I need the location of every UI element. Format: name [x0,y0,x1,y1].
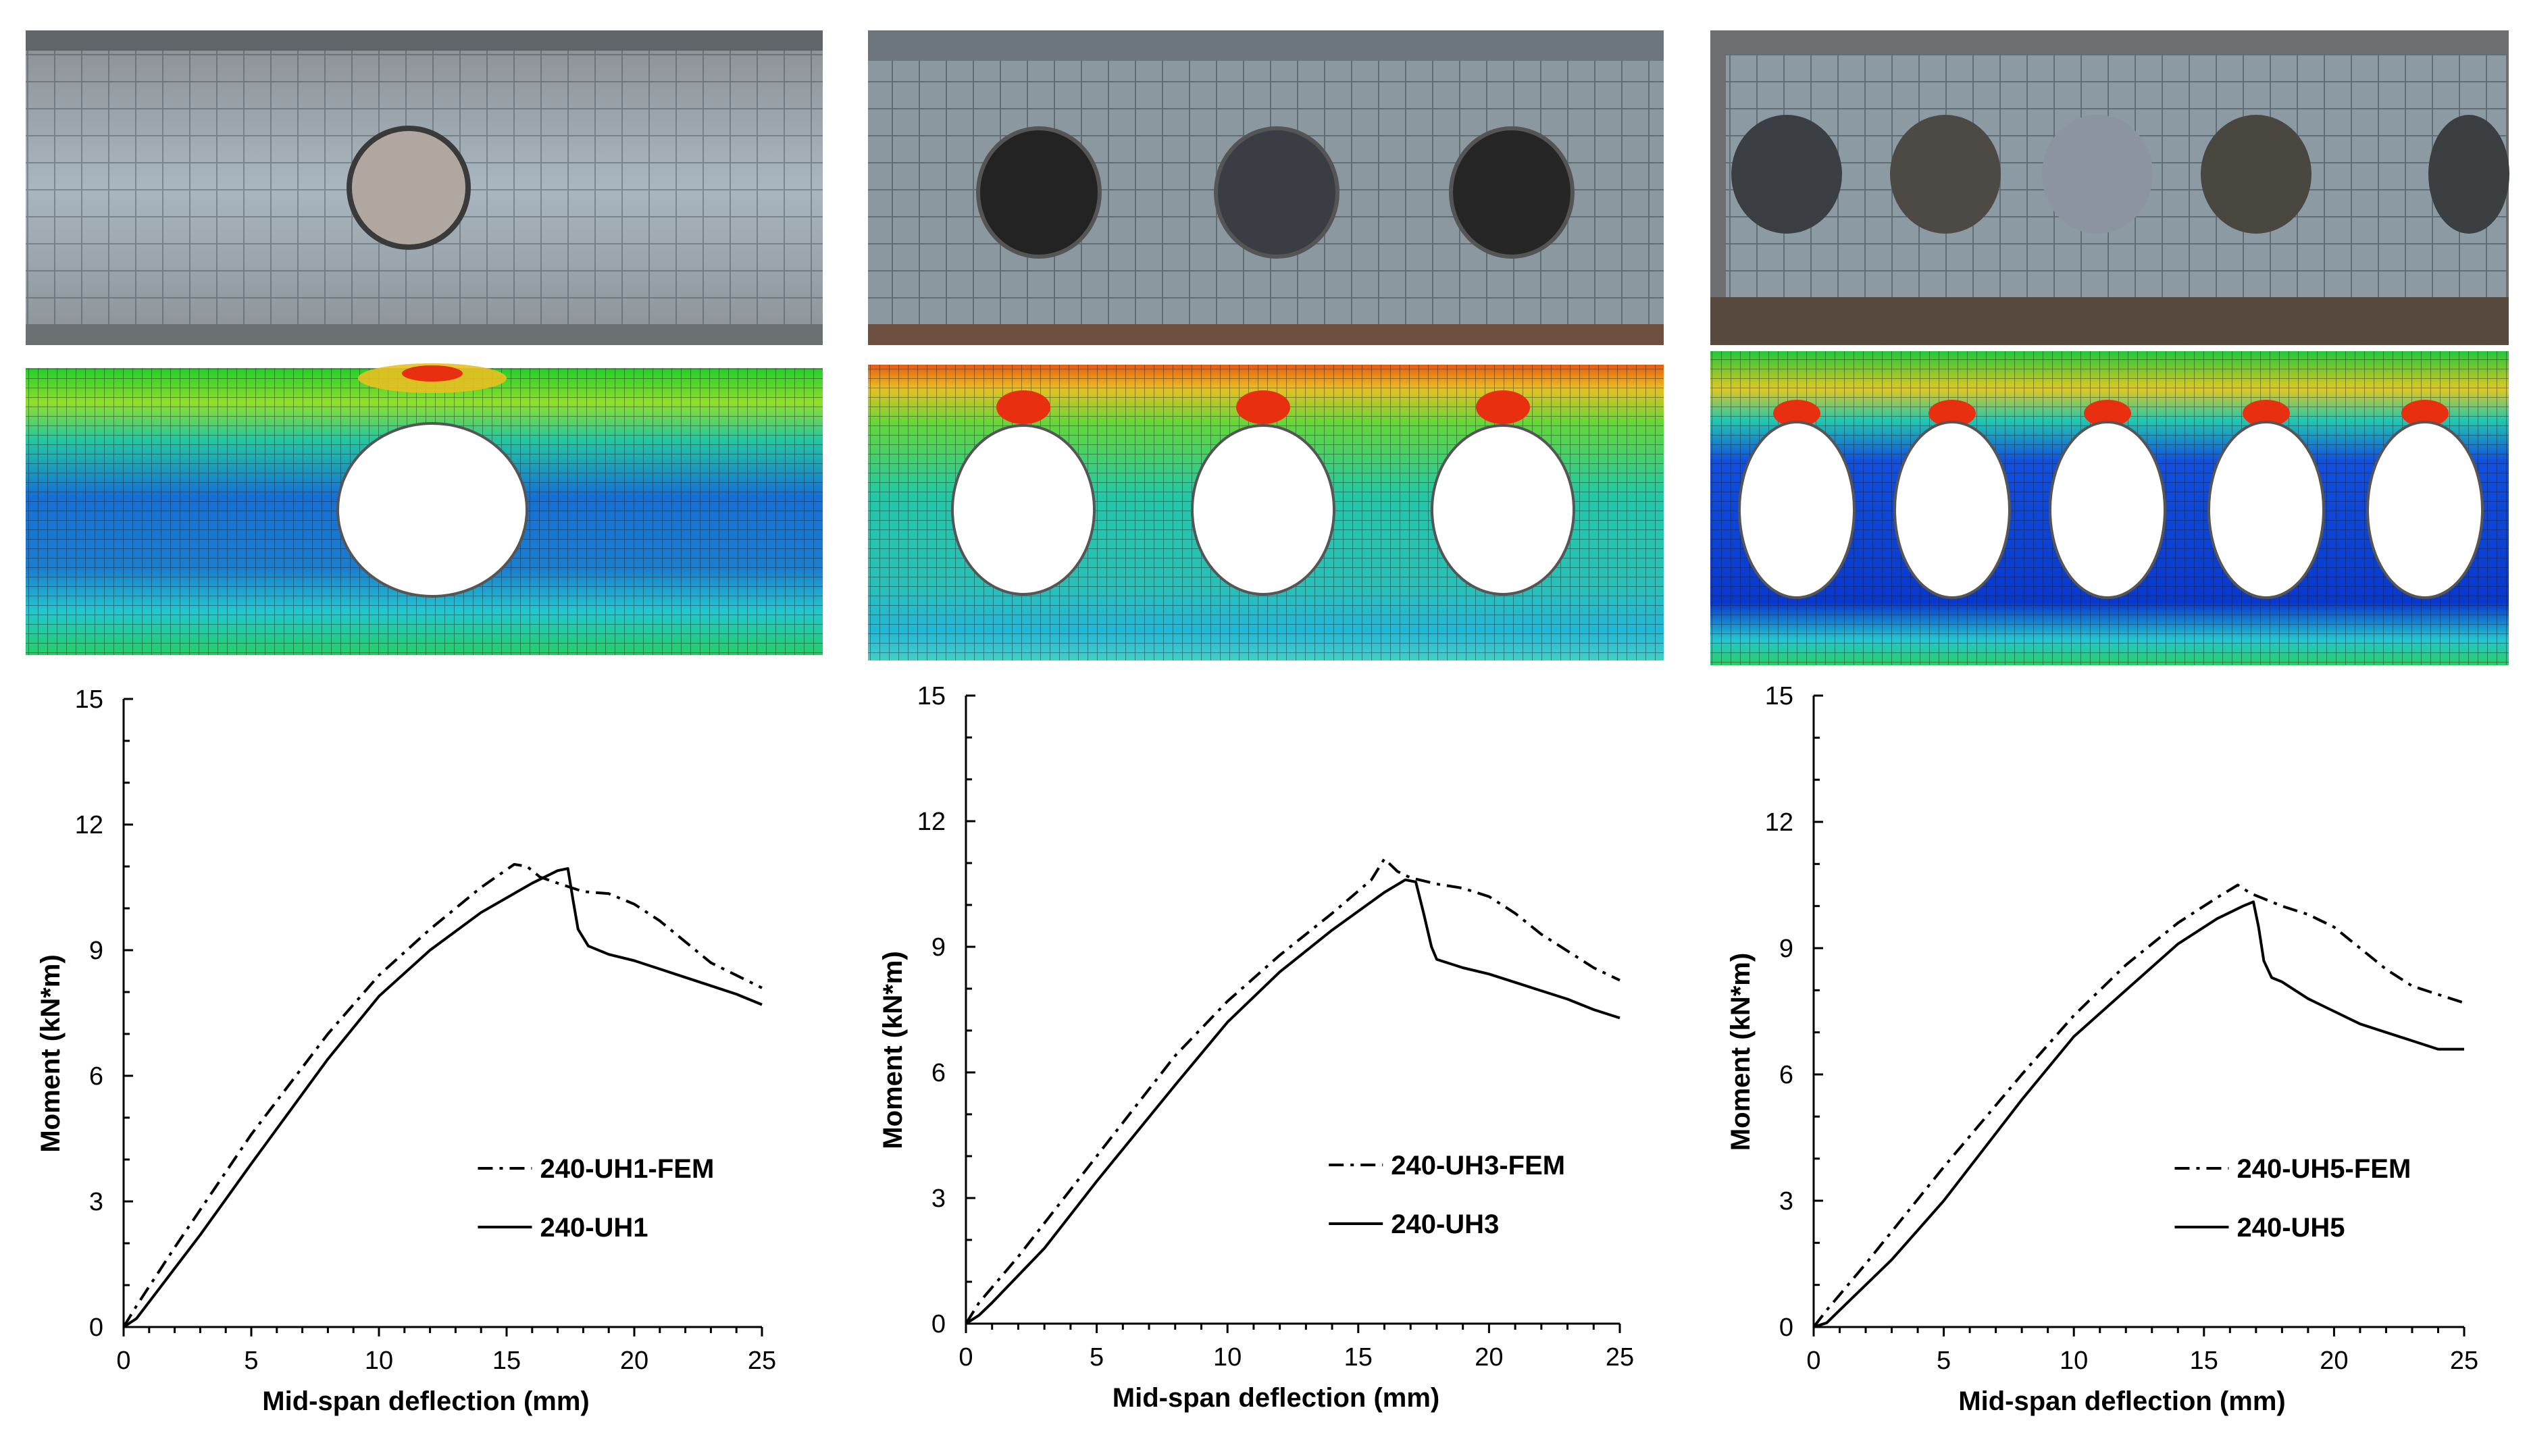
x-tick-label: 10 [2060,1347,2088,1375]
y-tick-label: 6 [1779,1061,1793,1089]
y-tick-label: 0 [89,1314,103,1342]
legend-label: 240-UH1 [540,1213,648,1243]
y-axis-label: Moment (kN*m) [1726,953,1756,1151]
y-tick-label: 12 [75,811,103,839]
x-tick-label: 25 [1606,1343,1634,1372]
x-tick-label: 0 [959,1343,973,1372]
series-line-fem [965,857,1620,1325]
y-tick-label: 9 [931,933,946,962]
x-tick-label: 0 [1806,1347,1820,1375]
series-line-test [965,878,1620,1325]
series-line-test [122,867,763,1328]
chart-1: 0 3 6 9 12 15 0 5 10 15 20 25 Mid-span deflection (m… [36,685,776,1416]
y-tick-label: 0 [931,1310,946,1338]
fem-contours [26,351,2509,665]
y-tick-label: 6 [931,1059,946,1087]
photo-hole [976,126,1102,259]
y-tick-label: 9 [1779,935,1793,963]
fem-hole [1893,421,2011,599]
x-axis-label: Mid-span deflection (mm) [1958,1386,2285,1416]
y-tick-label: 3 [931,1185,946,1213]
photo-hole [2042,115,2153,234]
chart-2: 0 3 6 9 12 15 0 5 10 15 20 25 Mid-span deflection (m… [878,682,1634,1413]
y-tick-label: 3 [1779,1187,1793,1216]
photo-hole [1449,126,1575,259]
charts: 0 3 6 9 12 15 0 5 10 15 20 25 Mid-span deflection (m… [36,682,2478,1416]
x-tick-label: 10 [1213,1343,1242,1372]
x-tick-label: 25 [2450,1347,2478,1375]
y-tick-label: 15 [1765,682,1793,710]
x-tick-label: 20 [1475,1343,1503,1372]
fem-hole [2366,421,2484,599]
y-tick-label: 0 [1779,1314,1793,1342]
series-line-fem [122,862,763,1328]
x-axis-label: Mid-span deflection (mm) [1113,1383,1439,1413]
y-tick-label: 3 [89,1188,103,1216]
y-axis-label: Moment (kN*m) [36,954,66,1152]
photo-hole [2428,115,2509,234]
fem-hole [2049,421,2166,599]
legend-label: 240-UH3 [1391,1210,1499,1239]
photo-uh1 [26,30,823,345]
legend-label: 240-UH3-FEM [1391,1151,1565,1180]
y-tick-label: 12 [917,808,946,836]
fem-hole [336,422,528,598]
fem-hole [951,424,1096,596]
photo-uh3 [868,30,1664,345]
y-tick-label: 12 [1765,808,1793,837]
x-tick-label: 10 [365,1347,393,1375]
fem-uh1 [26,363,823,655]
specimen-photos [26,30,2509,345]
x-tick-label: 5 [1090,1343,1104,1372]
y-tick-label: 15 [917,682,946,710]
photo-hole [1214,126,1339,259]
x-tick-label: 25 [748,1347,776,1375]
y-tick-label: 15 [75,685,103,714]
x-tick-label: 15 [2190,1347,2218,1375]
photo-hole [347,126,471,250]
x-tick-label: 5 [1937,1347,1951,1375]
x-tick-label: 0 [116,1347,130,1375]
fem-hole [1431,424,1575,596]
x-tick-label: 15 [492,1347,521,1375]
legend-label: 240-UH5 [2237,1213,2345,1243]
series-line-fem [1812,883,2465,1328]
photo-hole [2201,115,2311,234]
series-line-test [1813,900,2464,1328]
fem-uh5 [1710,351,2509,665]
x-tick-label: 5 [244,1347,258,1375]
fem-uh3 [868,365,1664,660]
legend-label: 240-UH1-FEM [540,1154,714,1184]
y-axis-label: Moment (kN*m) [878,951,908,1149]
x-tick-label: 15 [1344,1343,1373,1372]
photo-uh5 [1710,30,2509,345]
x-tick-label: 20 [620,1347,648,1375]
photo-hole [1890,115,2001,234]
x-axis-label: Mid-span deflection (mm) [262,1386,589,1416]
legend-label: 240-UH5-FEM [2237,1154,2411,1184]
fem-hole [1191,424,1335,596]
y-tick-label: 9 [89,937,103,965]
x-tick-label: 20 [2320,1347,2348,1375]
fem-hole [2207,421,2325,599]
fem-hole [1738,421,1856,599]
y-tick-label: 6 [89,1062,103,1091]
chart-3: 0 3 6 9 12 15 0 5 10 15 20 25 Mid-span deflection (m… [1726,682,2478,1416]
photo-hole [1731,115,1842,234]
